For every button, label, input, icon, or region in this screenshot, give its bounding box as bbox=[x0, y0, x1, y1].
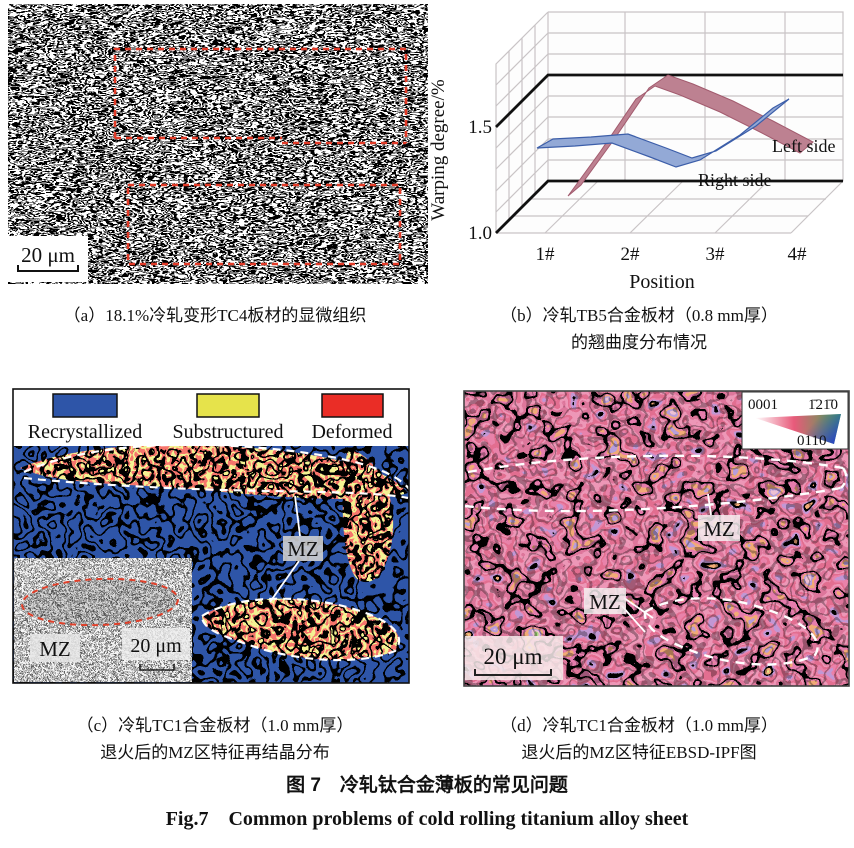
series-label-left-side: Left side bbox=[772, 136, 835, 156]
figure-caption-zh: 图 7 冷轧钛合金薄板的常见问题 bbox=[286, 775, 568, 796]
mz-dashed-outlines-c bbox=[23, 443, 410, 662]
legend-swatch-substructured bbox=[196, 393, 260, 418]
series-label-right-side: Right side bbox=[698, 170, 772, 190]
inset-scalebar-label: 20 μm bbox=[130, 635, 182, 657]
caption-d-line1: （d）冷轧TC1合金板材（1.0 mm厚） bbox=[500, 716, 778, 735]
panel-c-border bbox=[12, 388, 410, 684]
mz-label-d1: MZ bbox=[703, 517, 735, 541]
scalebar-d: 20 μm bbox=[465, 636, 563, 680]
ipf-color-key: 0001 1̄21̄0 0110 bbox=[741, 391, 849, 450]
legend-label-substructured: Substructured bbox=[172, 421, 283, 443]
inset-mz-dashed-outline bbox=[21, 577, 179, 627]
xtick-3: 3# bbox=[706, 244, 726, 265]
ytick-1.0: 1.0 bbox=[468, 223, 492, 244]
caption-c-line2: 退火后的MZ区特征再结晶分布 bbox=[100, 743, 330, 762]
ipf-key-0001: 0001 bbox=[748, 397, 778, 413]
caption-a-text: （a）18.1%冷轧变形TC4板材的显微组织 bbox=[63, 306, 367, 325]
inset-micrograph-c: MZ 20 μm bbox=[13, 557, 193, 683]
legend-swatch-deformed bbox=[321, 393, 384, 418]
mz-annotation-c: MZ bbox=[269, 495, 323, 603]
caption-c-line1: （c）冷轧TC1合金板材（1.0 mm厚） bbox=[76, 716, 354, 735]
ipf-key-1210: 1̄21̄0 bbox=[808, 397, 838, 413]
caption-b-line2: 的翘曲度分布情况 bbox=[571, 333, 707, 352]
caption-d: （d）冷轧TC1合金板材（1.0 mm厚） 退火后的MZ区特征EBSD-IPF图 bbox=[424, 712, 854, 766]
caption-b-line1: （b）冷轧TB5合金板材（0.8 mm厚） bbox=[500, 306, 778, 325]
chart-bold-gridlines bbox=[495, 73, 843, 234]
series-right-side-ribbon bbox=[536, 98, 790, 168]
panel-c-recrystallization-map: Recrystallized Substructured Deformed MZ bbox=[12, 388, 410, 684]
series-left-side-ribbon bbox=[567, 74, 814, 197]
legend-label-deformed: Deformed bbox=[311, 421, 392, 443]
inset-mz-label: MZ bbox=[39, 637, 71, 661]
caption-d-line2: 退火后的MZ区特征EBSD-IPF图 bbox=[521, 743, 757, 762]
caption-b: （b）冷轧TB5合金板材（0.8 mm厚） 的翘曲度分布情况 bbox=[424, 302, 854, 356]
mz-annotation-d2: MZ bbox=[584, 588, 654, 633]
scalebar-a-label: 20 μm bbox=[21, 243, 75, 267]
panel-b-3d-chart: Left side Right side 1.0 1.5 Warping deg… bbox=[430, 11, 844, 293]
legend-c: Recrystallized Substructured Deformed bbox=[13, 389, 409, 446]
xtick-4: 4# bbox=[788, 244, 808, 265]
xtick-1: 1# bbox=[536, 244, 556, 265]
ipf-key-0110: 0110 bbox=[797, 433, 826, 449]
mz-label-c: MZ bbox=[287, 537, 319, 561]
panel-d-ipf-map: MZ MZ 0001 1̄21̄0 0110 20 μm bbox=[463, 390, 850, 687]
dashed-region-boxes bbox=[113, 47, 408, 266]
panel-a-micrograph: 20 μm bbox=[8, 4, 428, 284]
y-axis-label: Warping degree/% bbox=[430, 79, 449, 221]
caption-c: （c）冷轧TC1合金板材（1.0 mm厚） 退火后的MZ区特征再结晶分布 bbox=[0, 712, 430, 766]
caption-a: （a）18.1%冷轧变形TC4板材的显微组织 bbox=[0, 302, 430, 329]
scalebar-d-line bbox=[474, 669, 552, 676]
legend-label-recrystallized: Recrystallized bbox=[28, 421, 142, 443]
legend-swatch-recrystallized bbox=[52, 393, 118, 418]
panel-d-border bbox=[463, 390, 850, 687]
x-axis-label: Position bbox=[629, 271, 695, 293]
scalebar-a: 20 μm bbox=[8, 236, 88, 282]
figure-caption-en: Fig.7 Common problems of cold rolling ti… bbox=[165, 808, 689, 830]
scalebar-d-label: 20 μm bbox=[484, 644, 543, 669]
mz-label-d2: MZ bbox=[589, 590, 621, 614]
mz-annotation-d1: MZ bbox=[698, 493, 740, 541]
xtick-2: 2# bbox=[621, 244, 641, 265]
inset-scalebar-line bbox=[139, 664, 175, 671]
scalebar-a-line bbox=[17, 265, 79, 272]
mz-dashed-outlines-d bbox=[464, 454, 848, 666]
ytick-1.5: 1.5 bbox=[468, 117, 492, 138]
